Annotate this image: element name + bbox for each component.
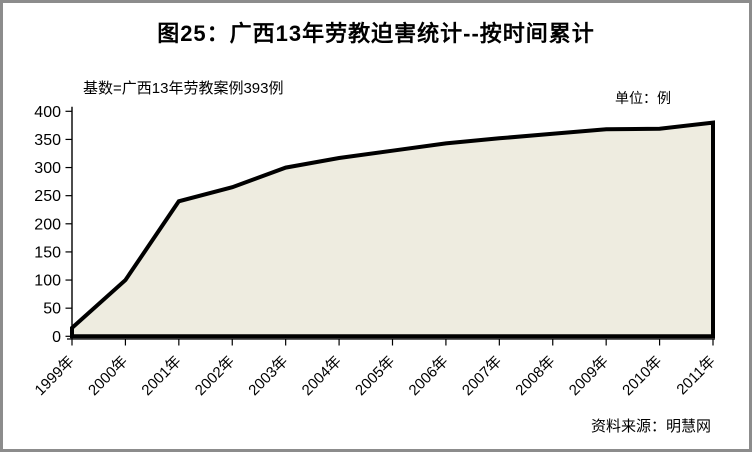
y-axis-tick-label: 100 bbox=[34, 273, 61, 290]
y-axis-tick-label: 350 bbox=[34, 132, 61, 149]
x-axis-tick-label: 2003年 bbox=[245, 353, 291, 399]
source-label: 资料来源：明慧网 bbox=[590, 418, 711, 435]
x-axis-tick-label: 1999年 bbox=[32, 353, 78, 399]
y-axis-tick-label: 400 bbox=[34, 104, 61, 121]
unit-label: 单位：例 bbox=[615, 90, 671, 106]
y-axis-tick-label: 250 bbox=[34, 188, 61, 205]
x-axis-tick-label: 2011年 bbox=[673, 353, 718, 398]
x-axis-tick-label: 2000年 bbox=[85, 353, 131, 399]
x-axis-tick-label: 2008年 bbox=[512, 353, 558, 399]
y-axis-tick-label: 200 bbox=[34, 216, 61, 233]
area-series bbox=[70, 120, 715, 339]
y-axis-tick-label: 50 bbox=[43, 301, 61, 318]
y-axis-tick-label: 0 bbox=[52, 329, 61, 346]
y-axis-tick-label: 150 bbox=[34, 244, 61, 261]
x-axis-tick-label: 2009年 bbox=[566, 353, 612, 399]
x-axis-tick-label: 2001年 bbox=[138, 353, 184, 399]
x-axis-tick-label: 2004年 bbox=[299, 353, 345, 399]
chart-title: 图25：广西13年劳教迫害统计--按时间累计 bbox=[157, 21, 595, 46]
x-axis-tick-label: 2007年 bbox=[459, 353, 505, 399]
chart-subtitle: 基数=广西13年劳教案例393例 bbox=[83, 80, 284, 97]
x-axis-tick-label: 2010年 bbox=[619, 353, 665, 399]
y-axis-tick-label: 300 bbox=[34, 160, 61, 177]
x-axis-tick-label: 2006年 bbox=[406, 353, 452, 399]
x-axis-tick-label: 2005年 bbox=[352, 353, 398, 399]
x-axis-tick-label: 2002年 bbox=[192, 353, 238, 399]
